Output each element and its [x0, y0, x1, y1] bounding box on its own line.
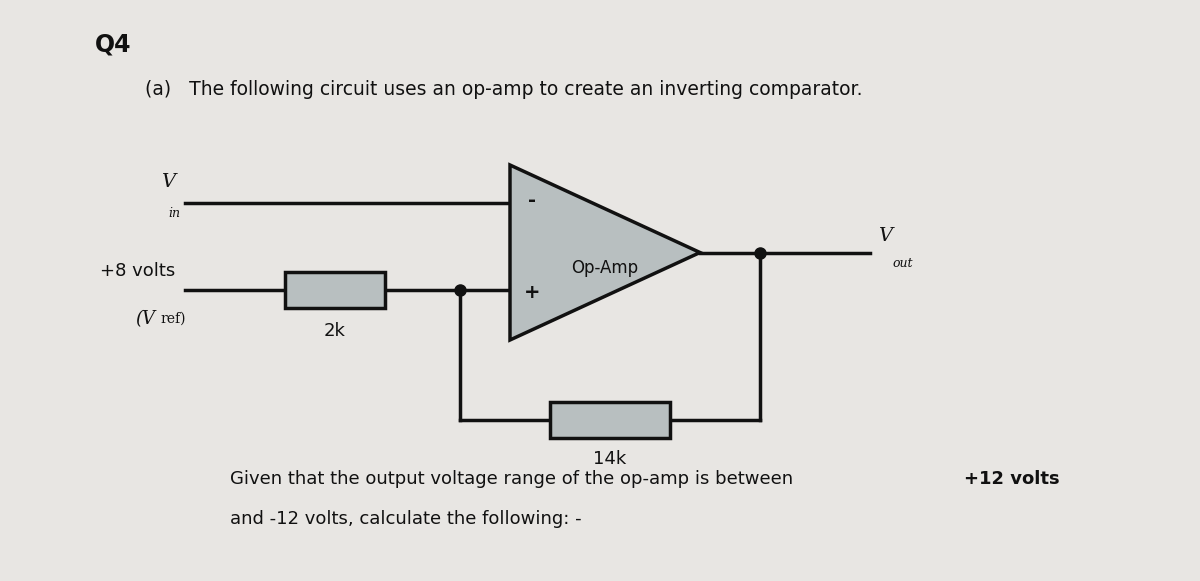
Bar — [550, 402, 670, 438]
Text: +: + — [523, 282, 540, 302]
Polygon shape — [510, 165, 700, 340]
Text: -: - — [528, 191, 536, 210]
Bar — [286, 272, 385, 308]
Text: 2k: 2k — [324, 322, 346, 340]
Text: V: V — [161, 173, 175, 191]
Text: ref): ref) — [160, 312, 186, 326]
Text: Given that the output voltage range of the op-amp is between: Given that the output voltage range of t… — [230, 470, 799, 488]
Text: in: in — [168, 207, 180, 220]
Text: out: out — [892, 256, 912, 270]
Text: (a)   The following circuit uses an op-amp to create an inverting comparator.: (a) The following circuit uses an op-amp… — [145, 80, 863, 99]
Text: Q4: Q4 — [95, 32, 132, 56]
Text: and -12 volts, calculate the following: -: and -12 volts, calculate the following: … — [230, 510, 582, 528]
Text: Op-Amp: Op-Amp — [571, 259, 638, 277]
Text: 14k: 14k — [593, 450, 626, 468]
Text: +12 volts: +12 volts — [964, 470, 1060, 488]
Text: +8 volts: +8 volts — [100, 262, 175, 280]
Text: (V: (V — [134, 310, 155, 328]
Text: V: V — [878, 227, 892, 245]
